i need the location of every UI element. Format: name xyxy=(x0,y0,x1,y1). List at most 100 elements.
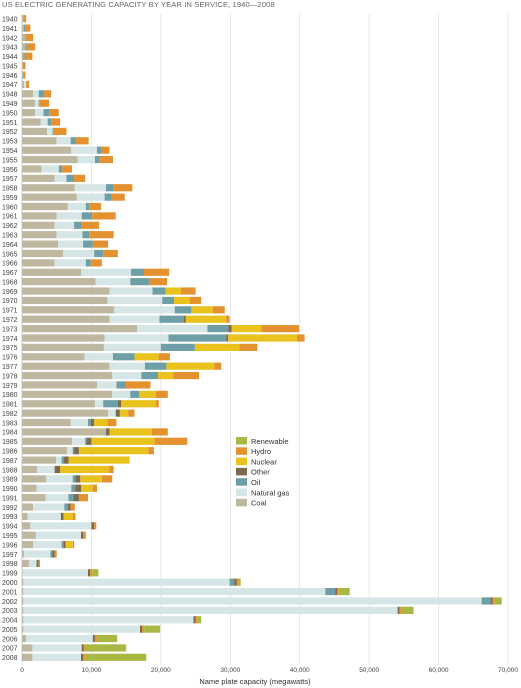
bar-1983-coal xyxy=(22,418,71,427)
x-tick-label: 10,000 xyxy=(81,667,101,674)
y-tick-label-1990: 1990 xyxy=(2,486,18,493)
bar-2000-natural-gas xyxy=(23,578,230,586)
bar-1974-oil xyxy=(168,334,227,342)
bar-1959-coal xyxy=(22,193,77,201)
bar-1988-hydro xyxy=(109,465,114,474)
bar-1948-hydro xyxy=(44,90,52,98)
bar-1945-coal xyxy=(22,62,23,70)
bar-1944-coal xyxy=(22,52,24,60)
bar-1976-hydro xyxy=(158,353,170,361)
bar-1947-natural-gas xyxy=(24,80,27,89)
bar-1950-coal xyxy=(22,109,36,117)
legend-label-coal: Coal xyxy=(251,499,267,508)
bar-1967-coal xyxy=(22,268,82,276)
bar-1983-nuclear xyxy=(94,418,108,427)
bar-1974-hydro xyxy=(296,334,305,342)
bar-1951-natural-gas xyxy=(40,118,48,126)
bar-2001-other xyxy=(335,587,338,596)
bar-1952-oil xyxy=(52,127,54,135)
bar-1981-hydro xyxy=(155,400,159,408)
bar-1974-natural-gas xyxy=(104,334,169,342)
bar-1952-coal xyxy=(22,127,47,135)
y-tick-label-1986: 1986 xyxy=(2,448,18,455)
bar-1971-oil xyxy=(174,306,192,314)
bar-1957-oil xyxy=(66,174,75,182)
bar-1990-other xyxy=(75,484,82,492)
bar-2008-coal xyxy=(22,653,33,661)
bar-1977-nuclear xyxy=(166,362,215,370)
bar-1991-oil xyxy=(68,494,74,502)
bar-2008-natural-gas xyxy=(32,653,82,661)
bar-1977-oil xyxy=(144,362,167,370)
y-tick-label-1995: 1995 xyxy=(2,533,18,540)
bar-2001-oil xyxy=(325,587,336,596)
y-tick-label-1998: 1998 xyxy=(2,561,18,568)
bar-1982-hydro xyxy=(128,409,135,417)
bar-1985-other xyxy=(86,437,92,445)
y-tick-label-1996: 1996 xyxy=(2,542,18,549)
x-axis-label: Name plate capacity (megawatts) xyxy=(199,677,311,686)
bar-1986-natural-gas xyxy=(67,447,73,455)
bar-2007-renewable xyxy=(85,644,127,652)
bar-1982-nuclear xyxy=(119,409,129,417)
bar-1959-hydro xyxy=(111,193,125,201)
y-tick-label-1994: 1994 xyxy=(2,524,18,531)
bar-1996-hydro xyxy=(72,541,75,549)
bar-2003-other xyxy=(397,606,400,614)
bar-1992-coal xyxy=(22,503,34,511)
bar-1985-coal xyxy=(22,437,72,445)
bar-1942-coal xyxy=(22,33,26,42)
bar-1953-oil xyxy=(70,137,77,145)
y-tick-label-1999: 1999 xyxy=(2,571,18,578)
y-tick-label-2008: 2008 xyxy=(2,655,18,662)
bar-1994-coal xyxy=(22,522,31,530)
bar-1960-coal xyxy=(22,202,68,211)
bar-1997-natural-gas xyxy=(24,550,51,558)
bar-1995-coal xyxy=(22,531,36,539)
bar-1964-coal xyxy=(22,240,59,248)
bar-1985-oil xyxy=(85,437,87,445)
bar-1964-hydro xyxy=(92,240,109,248)
bar-1970-nuclear xyxy=(174,296,191,305)
y-tick-label-1993: 1993 xyxy=(2,514,18,521)
bar-1964-oil xyxy=(83,240,93,248)
bar-1970-oil xyxy=(162,296,175,305)
bar-1991-hydro xyxy=(78,494,88,502)
legend-label-hydro: Hydro xyxy=(251,447,271,456)
bar-1974-other xyxy=(226,334,229,342)
bar-1980-hydro xyxy=(155,390,168,398)
bar-2000-other xyxy=(234,578,237,586)
bar-1975-nuclear xyxy=(194,343,240,351)
bar-1993-nuclear xyxy=(63,512,73,521)
bar-1997-other xyxy=(52,550,55,558)
bar-1986-oil xyxy=(72,447,75,455)
bar-1950-hydro xyxy=(49,109,59,117)
bar-1983-other xyxy=(90,418,95,427)
bar-1965-hydro xyxy=(103,249,118,258)
bar-1977-coal xyxy=(22,362,110,370)
bar-1998-natural-gas xyxy=(28,559,37,567)
bar-1990-coal xyxy=(22,484,37,492)
bar-1966-coal xyxy=(22,259,55,267)
bar-2004-coal xyxy=(22,616,24,624)
y-tick-label-1955: 1955 xyxy=(2,157,18,164)
y-tick-label-1976: 1976 xyxy=(2,355,18,362)
bar-1981-coal xyxy=(22,400,95,408)
bar-1962-natural-gas xyxy=(54,221,75,229)
bar-1976-nuclear xyxy=(134,353,159,361)
y-tick-label-2005: 2005 xyxy=(2,627,18,634)
y-tick-label-1946: 1946 xyxy=(2,73,18,80)
bar-1980-coal xyxy=(22,390,113,398)
bar-1954-natural-gas xyxy=(71,146,97,154)
y-tick-label-1971: 1971 xyxy=(2,308,18,315)
bar-1960-natural-gas xyxy=(67,202,86,211)
chart-title: US ELECTRIC GENERATING CAPACITY BY YEAR … xyxy=(2,0,275,9)
y-tick-label-1985: 1985 xyxy=(2,439,18,446)
bar-1999-other xyxy=(87,569,91,577)
y-tick-label-1958: 1958 xyxy=(2,186,18,193)
bar-1955-coal xyxy=(22,155,78,164)
bar-1972-other xyxy=(183,315,186,323)
bar-1943-hydro xyxy=(26,43,36,51)
bar-1948-oil xyxy=(38,90,45,98)
bar-1976-natural-gas xyxy=(84,353,113,361)
